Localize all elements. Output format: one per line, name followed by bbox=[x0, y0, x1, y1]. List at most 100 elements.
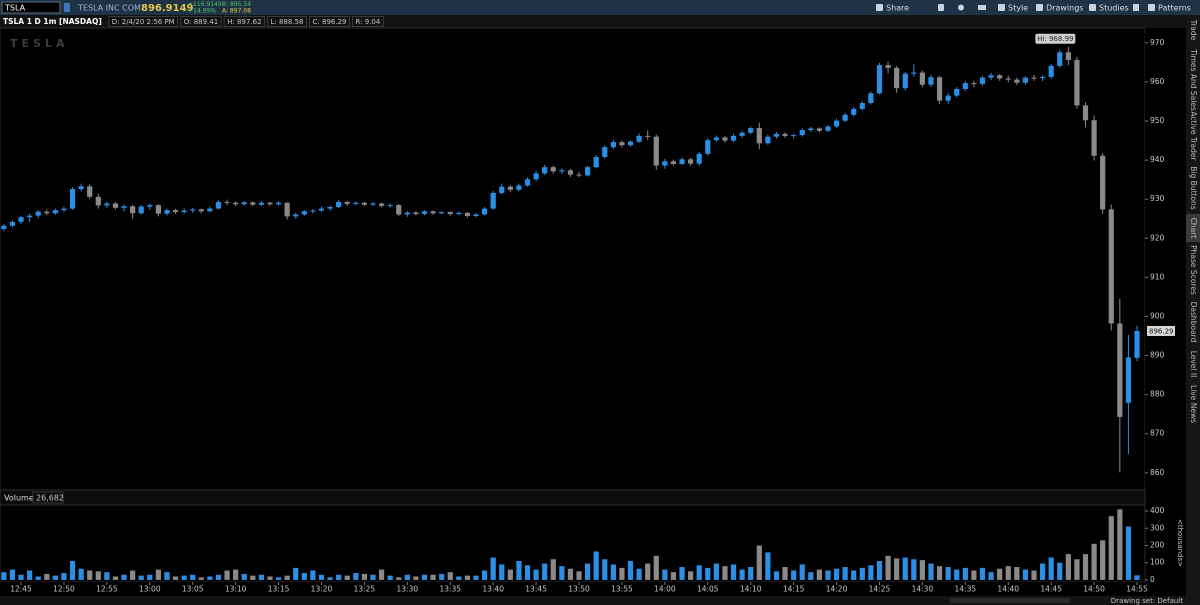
candle-body bbox=[439, 212, 445, 214]
volume-bar bbox=[894, 558, 900, 580]
volume-bar bbox=[662, 569, 668, 580]
x-tick-label: 14:55 bbox=[1126, 585, 1148, 594]
y-tick-label: 960 bbox=[1150, 77, 1165, 86]
toolbar-button[interactable]: Share bbox=[886, 3, 909, 12]
link-icon[interactable] bbox=[64, 3, 70, 12]
side-tab[interactable]: Live News bbox=[1189, 385, 1198, 423]
volume-bar bbox=[739, 569, 745, 580]
side-tab[interactable]: Trade bbox=[1189, 19, 1198, 41]
volume-bar bbox=[267, 576, 273, 580]
button-icon[interactable] bbox=[998, 4, 1005, 11]
time-axis bbox=[0, 582, 1185, 596]
volume-bar bbox=[250, 575, 256, 580]
volume-bar bbox=[69, 560, 76, 580]
candle-body bbox=[78, 186, 84, 190]
volume-bar bbox=[241, 573, 247, 580]
candle-body bbox=[336, 201, 342, 208]
volume-bar bbox=[902, 557, 908, 580]
side-tab[interactable]: Chart bbox=[1189, 218, 1198, 239]
side-tab[interactable]: Phase Scores bbox=[1189, 245, 1198, 295]
company: TESLA INC COM bbox=[77, 3, 141, 12]
volume-bar bbox=[361, 573, 368, 580]
side-tab[interactable]: Active Trader bbox=[1189, 111, 1198, 161]
toolbar-button[interactable]: Patterns bbox=[1158, 3, 1191, 12]
side-tab[interactable]: Big Buttons bbox=[1189, 166, 1198, 209]
candle-body bbox=[52, 210, 58, 214]
candle-body bbox=[585, 167, 591, 176]
volume-bar bbox=[207, 576, 213, 580]
candle-body bbox=[730, 135, 737, 141]
candle-body bbox=[550, 167, 556, 172]
button-icon[interactable] bbox=[1148, 4, 1155, 11]
side-tab[interactable]: Times And Sales bbox=[1189, 48, 1198, 111]
icon[interactable] bbox=[958, 4, 964, 11]
symbol-input[interactable] bbox=[1, 1, 61, 14]
candle-body bbox=[104, 203, 110, 206]
candle-body bbox=[842, 114, 848, 121]
candle-body bbox=[310, 210, 316, 212]
volume-bar bbox=[61, 573, 67, 580]
toolbar-button[interactable]: Drawings bbox=[1046, 3, 1083, 12]
toolbar-button[interactable]: Studies bbox=[1099, 3, 1129, 12]
volume-bar bbox=[1039, 563, 1046, 580]
candle-body bbox=[499, 186, 505, 193]
volume-bar bbox=[215, 574, 222, 580]
candle-body bbox=[27, 215, 33, 218]
toolbar-icons bbox=[938, 4, 1139, 11]
button-icon[interactable] bbox=[1089, 4, 1096, 11]
side-tab[interactable]: Level II bbox=[1189, 351, 1198, 378]
volume-bar bbox=[610, 564, 616, 580]
volume-bar bbox=[945, 567, 951, 580]
side-tab[interactable]: Dashboard bbox=[1189, 302, 1198, 343]
button-icon[interactable] bbox=[876, 4, 883, 11]
candle-body bbox=[894, 67, 900, 89]
volume-bar bbox=[336, 574, 342, 580]
info-box bbox=[223, 16, 266, 27]
volume-bar bbox=[808, 572, 814, 580]
high-label: Hi: 968.99 bbox=[1037, 35, 1073, 43]
candle-body bbox=[559, 170, 565, 172]
icon[interactable] bbox=[1133, 4, 1139, 11]
volume-bar bbox=[533, 569, 539, 580]
candle-body bbox=[112, 203, 119, 208]
drawing-set[interactable]: Drawing set: Default bbox=[1111, 597, 1183, 605]
candle-body bbox=[155, 205, 161, 214]
icon[interactable] bbox=[978, 5, 986, 10]
tab-active[interactable] bbox=[1186, 214, 1200, 242]
scrollbar[interactable] bbox=[950, 598, 1070, 603]
volume-bar bbox=[481, 570, 488, 580]
icon[interactable] bbox=[938, 4, 944, 11]
volume-bar bbox=[327, 577, 333, 580]
candle-body bbox=[756, 128, 762, 144]
x-tick-label: 13:55 bbox=[611, 585, 633, 594]
volume-bar bbox=[190, 574, 196, 580]
x-tick-label: 12:45 bbox=[10, 585, 32, 594]
x-tick-label: 13:50 bbox=[568, 585, 590, 594]
volume-bar bbox=[979, 567, 986, 580]
volume-bar bbox=[396, 577, 402, 580]
symbol[interactable]: TSLA bbox=[4, 3, 26, 12]
volume-bar bbox=[756, 545, 762, 580]
x-tick-label: 14:30 bbox=[912, 585, 934, 594]
x-tick-label: 13:40 bbox=[482, 585, 504, 594]
volume-bar bbox=[1048, 557, 1054, 580]
candle-body bbox=[1014, 79, 1020, 83]
button-icon[interactable] bbox=[1036, 4, 1043, 11]
volume-bar bbox=[353, 573, 359, 580]
toolbar-button[interactable]: Style bbox=[1008, 3, 1028, 12]
info-box bbox=[351, 16, 384, 27]
candle-body bbox=[224, 201, 230, 203]
candle-body bbox=[825, 126, 831, 131]
volume-bar bbox=[18, 574, 24, 580]
candle-body bbox=[962, 83, 968, 89]
candle-body bbox=[1057, 52, 1063, 66]
volume-bar bbox=[705, 567, 711, 580]
volume-bar bbox=[464, 575, 471, 580]
x-tick-label: 14:45 bbox=[1040, 585, 1062, 594]
candle-body bbox=[430, 211, 436, 214]
volume-bar bbox=[670, 572, 677, 580]
x-tick-label: 14:20 bbox=[826, 585, 848, 594]
x-tick-label: 14:10 bbox=[740, 585, 762, 594]
volume-bar bbox=[679, 567, 685, 580]
volume-current: 26,682 bbox=[36, 494, 64, 503]
